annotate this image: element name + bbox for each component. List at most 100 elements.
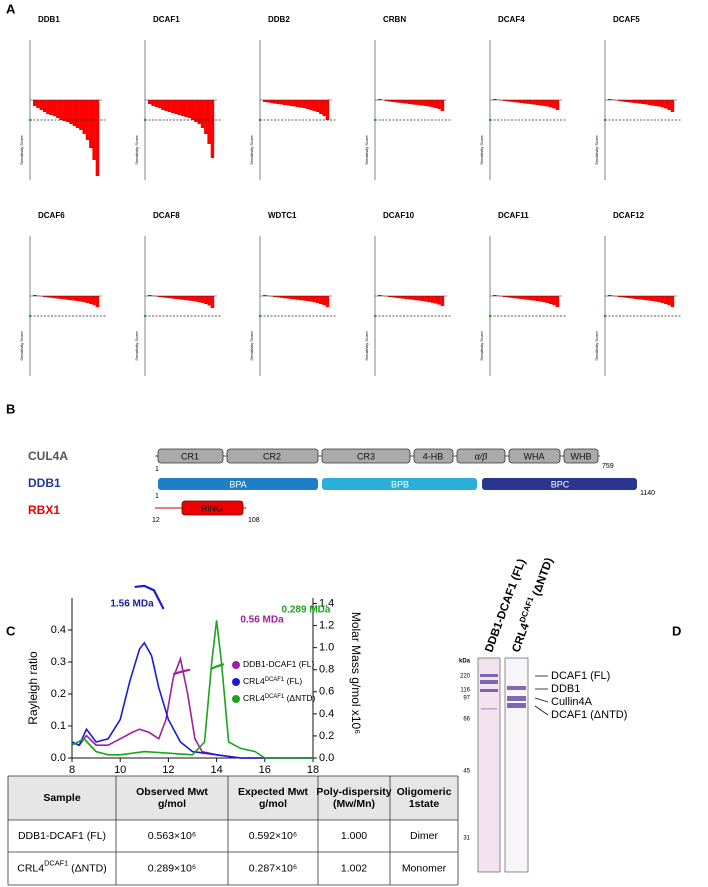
bar xyxy=(387,296,392,297)
bar xyxy=(414,100,418,105)
y-axis-label: Sensitivity Score xyxy=(479,134,484,164)
domain-label: CR3 xyxy=(357,451,375,461)
marker-label: 66 xyxy=(463,717,470,723)
y-axis-label: Sensitivity Score xyxy=(19,134,24,164)
bar xyxy=(82,100,86,134)
bar xyxy=(664,296,668,304)
domain xyxy=(456,448,506,464)
bar xyxy=(387,100,392,102)
bar xyxy=(46,296,50,298)
table-cell: 0.592×10⁶ xyxy=(249,830,297,842)
bar xyxy=(411,296,415,300)
bar xyxy=(660,100,665,108)
x-tick-label: 16 xyxy=(259,764,271,776)
marker-label: 31 xyxy=(463,836,470,842)
marker-label: 220 xyxy=(460,674,471,680)
bar xyxy=(85,296,90,303)
bar xyxy=(401,296,405,299)
bar xyxy=(621,100,625,102)
bar xyxy=(36,100,40,108)
band-pointer xyxy=(534,697,549,703)
bar xyxy=(92,100,96,160)
bar xyxy=(305,296,310,301)
bar xyxy=(411,100,415,105)
bar xyxy=(542,100,546,106)
bar xyxy=(207,100,211,144)
table-header-bg xyxy=(8,776,458,820)
legend-label-part: DDB1-DCAF1 (FL) xyxy=(243,659,314,669)
bar xyxy=(634,100,638,104)
reference-dot xyxy=(488,118,492,122)
bar xyxy=(210,100,215,158)
bar xyxy=(69,296,73,301)
bar xyxy=(82,296,86,303)
legend-swatch xyxy=(232,661,240,669)
marker-label: 45 xyxy=(463,769,470,775)
bar xyxy=(394,100,398,103)
bar xyxy=(641,296,645,300)
bar xyxy=(384,100,389,101)
bar xyxy=(302,100,307,108)
bar xyxy=(526,296,530,300)
chart-title: DCAF6 xyxy=(38,211,65,220)
bar xyxy=(204,100,208,134)
domain xyxy=(563,448,599,464)
table-cell-part: DCAF1 xyxy=(44,859,68,868)
bar xyxy=(430,100,435,108)
bar xyxy=(151,100,155,106)
bar xyxy=(631,100,635,103)
bar xyxy=(617,296,622,297)
y2-tick-label: 0.6 xyxy=(319,686,334,698)
bar xyxy=(512,100,517,103)
chart-title: DCAF8 xyxy=(153,211,180,220)
bar xyxy=(157,100,162,108)
bar xyxy=(66,100,70,122)
bar xyxy=(322,296,326,306)
molar-mass-line xyxy=(172,668,191,676)
bar xyxy=(272,100,277,104)
domain xyxy=(321,448,411,464)
residue: 1140 xyxy=(640,490,655,497)
bar xyxy=(299,100,303,108)
bar xyxy=(161,100,165,110)
gel-lane xyxy=(477,657,501,873)
bar xyxy=(394,296,398,298)
y-tick-label: 0.0 xyxy=(51,752,66,764)
bar xyxy=(56,100,60,118)
gel-band xyxy=(480,680,498,684)
y-tick-label: 0.1 xyxy=(51,720,66,732)
bar xyxy=(312,100,316,111)
bar xyxy=(552,100,556,109)
chart-title: DCAF5 xyxy=(613,15,640,24)
bar xyxy=(177,296,182,300)
bar xyxy=(516,100,520,103)
molar-mass-line xyxy=(211,663,225,670)
bar xyxy=(532,100,537,105)
y-tick-label: 0.3 xyxy=(51,656,66,668)
bar xyxy=(52,296,57,299)
y2-axis-label: Molar Mass g/mol x10⁶ xyxy=(349,612,363,734)
y-axis-label: Sensitivity Score xyxy=(19,330,24,360)
chart-title: WDTC1 xyxy=(268,211,297,220)
bar xyxy=(56,296,60,299)
domain-label: CR2 xyxy=(263,451,281,461)
bar xyxy=(184,100,188,117)
bar xyxy=(516,296,520,299)
bar xyxy=(95,100,100,176)
bar xyxy=(670,100,675,112)
chart-title: CRBN xyxy=(383,15,406,24)
table-header: Poly-dispersity xyxy=(316,786,391,798)
bar xyxy=(157,296,162,297)
bar xyxy=(75,100,80,128)
chart-title: DDB1 xyxy=(38,15,60,24)
bar xyxy=(535,100,540,105)
bar xyxy=(197,296,201,303)
bar xyxy=(190,100,195,120)
bar xyxy=(424,100,428,106)
bar xyxy=(391,100,395,102)
bar xyxy=(621,296,625,298)
y-tick-label: 0.2 xyxy=(51,688,66,700)
domain-label: RiNG xyxy=(201,503,223,513)
bar xyxy=(624,100,628,102)
